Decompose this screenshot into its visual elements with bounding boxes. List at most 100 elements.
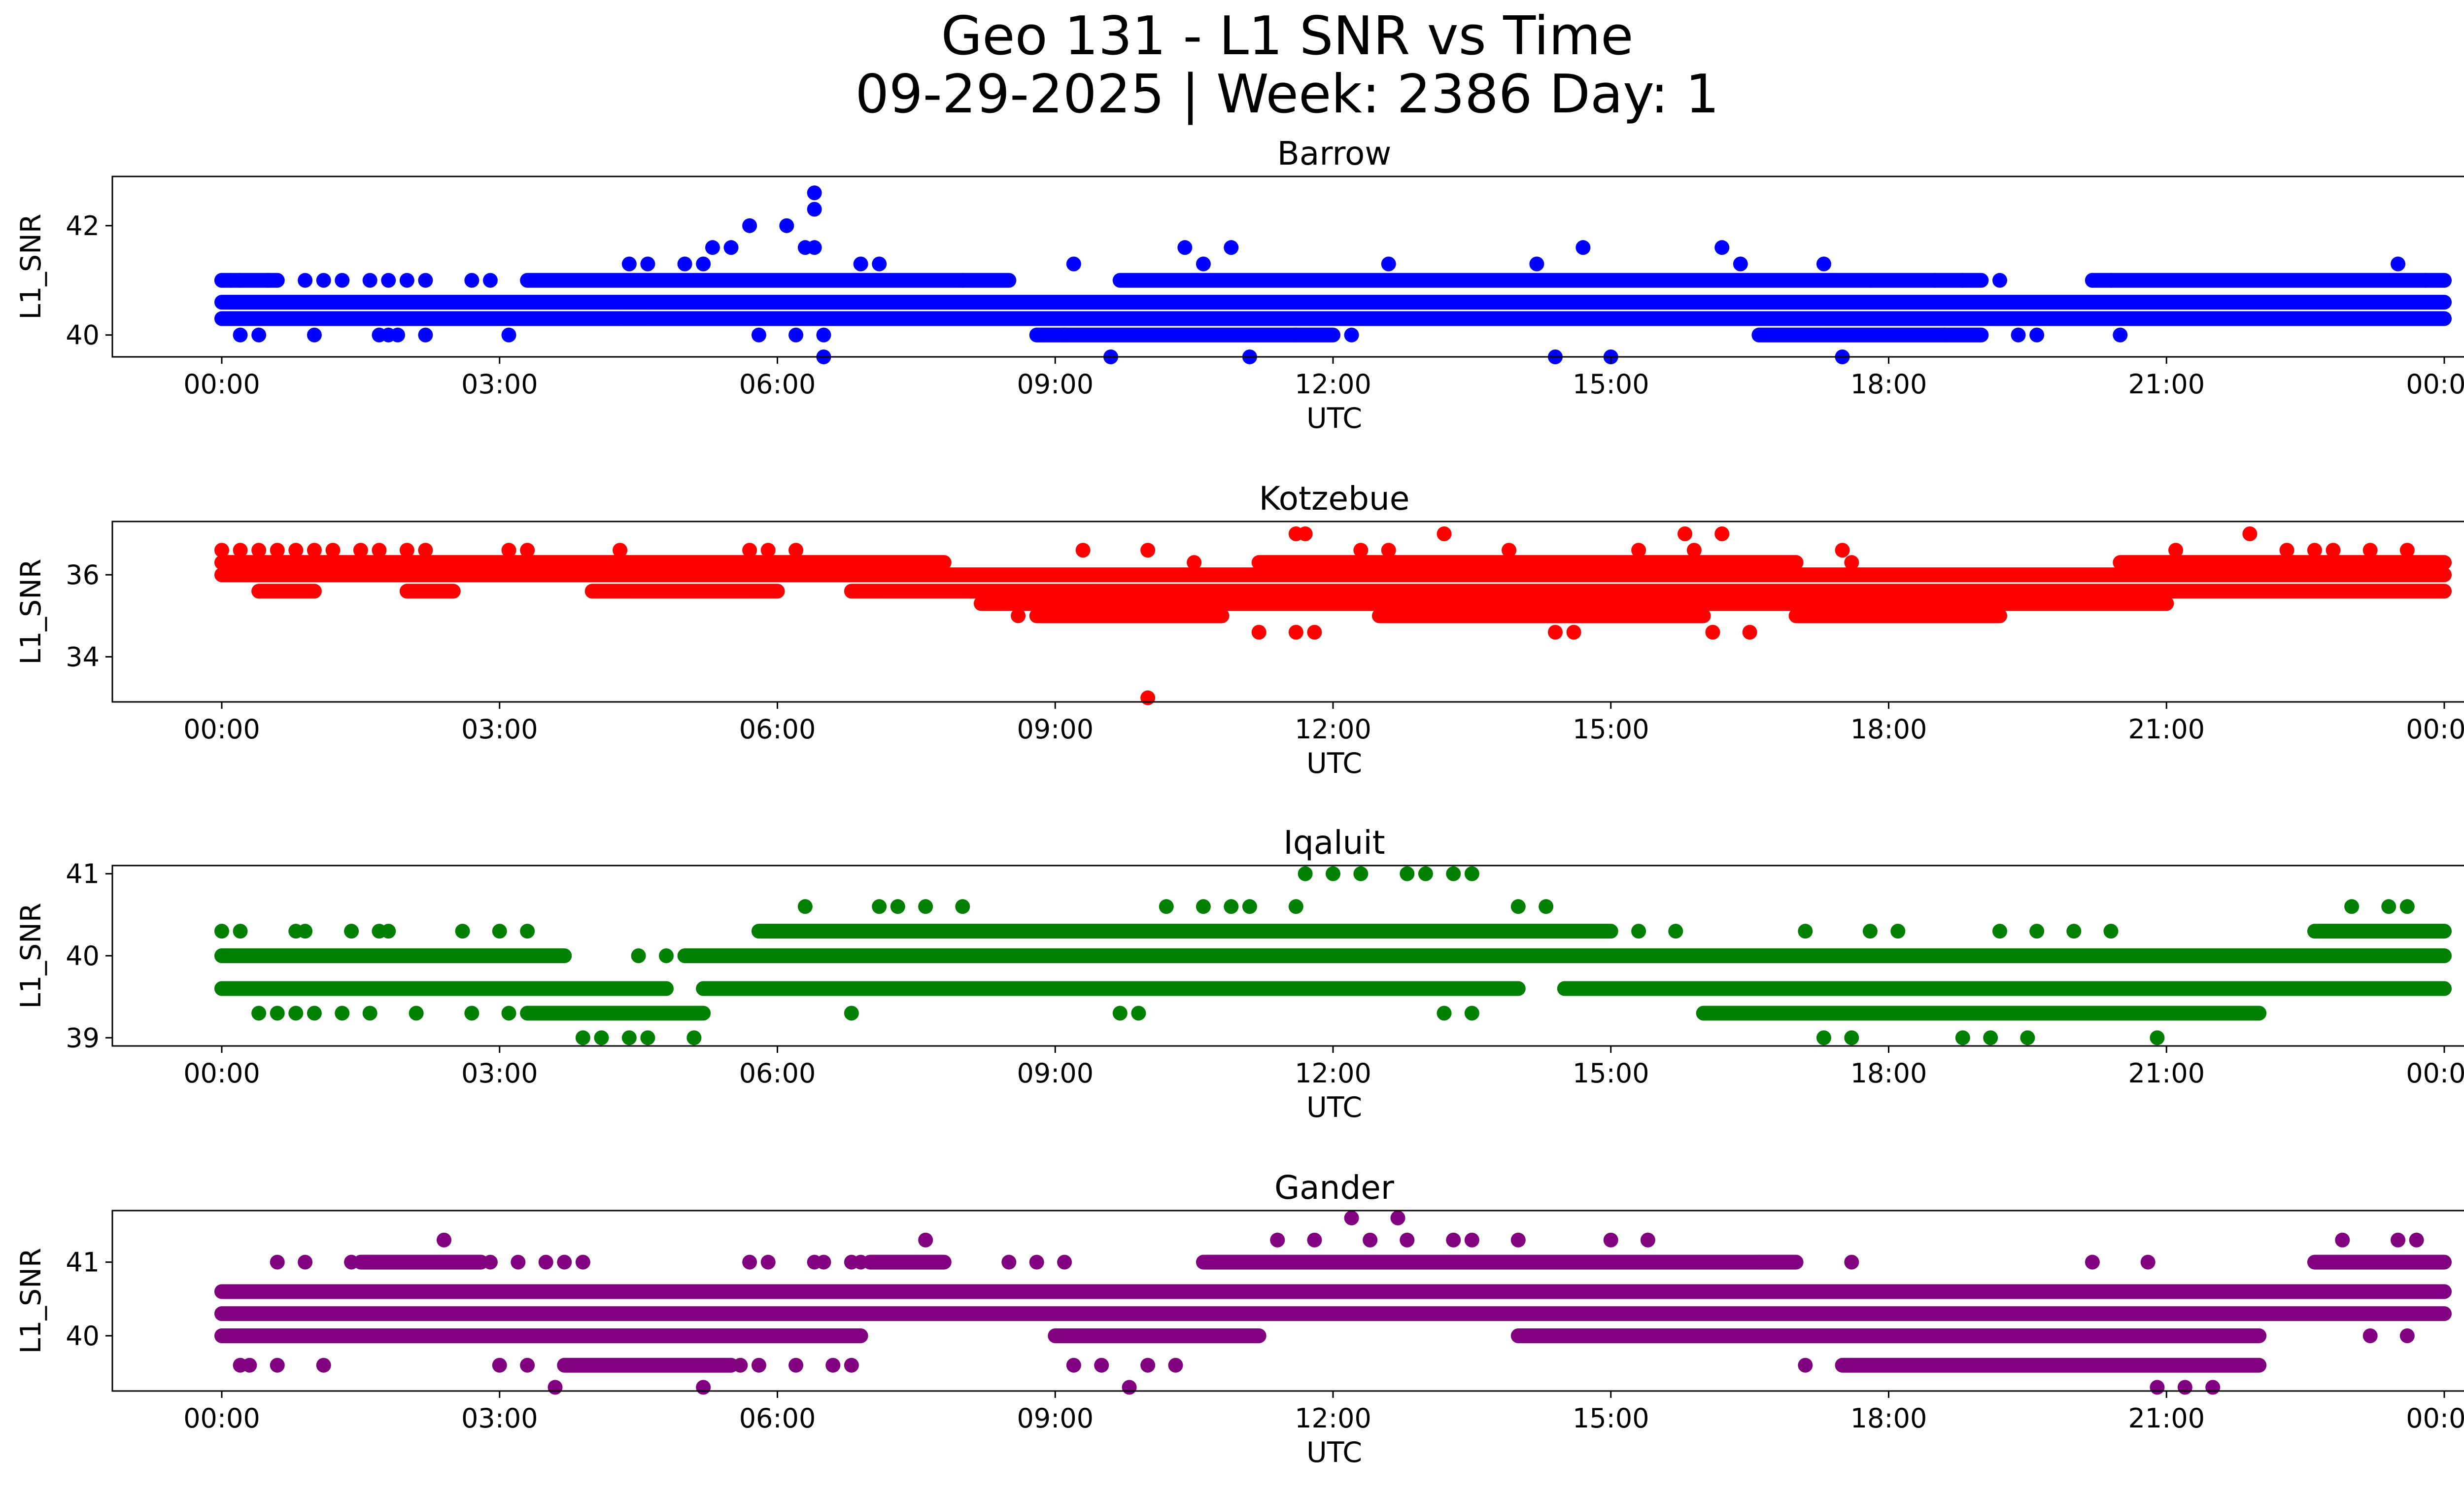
x-tick-label: 03:00 <box>461 1403 538 1434</box>
data-point <box>233 327 248 343</box>
data-point <box>520 1357 535 1373</box>
data-point <box>390 327 406 343</box>
data-point <box>335 1006 350 1021</box>
data-point <box>1075 543 1091 558</box>
data-point <box>1668 924 1683 939</box>
data-band <box>1788 608 2007 624</box>
data-band <box>973 596 2174 611</box>
data-point <box>705 240 720 255</box>
data-series <box>214 1210 2452 1395</box>
data-point <box>270 1357 285 1373</box>
data-point <box>1224 240 1239 255</box>
data-series <box>214 526 2452 705</box>
data-point <box>2242 526 2258 541</box>
data-point <box>2399 1328 2415 1343</box>
data-point <box>575 1254 590 1270</box>
y-tick-label: 39 <box>66 1022 100 1053</box>
x-tick-label: 06:00 <box>739 369 816 400</box>
data-point <box>2150 1030 2165 1045</box>
data-point <box>788 327 804 343</box>
data-band <box>1112 273 1989 288</box>
data-point <box>242 1357 257 1373</box>
data-band <box>1251 555 1804 570</box>
data-point <box>1510 1232 1526 1248</box>
data-point <box>751 1357 766 1373</box>
data-point <box>1714 240 1730 255</box>
data-point <box>251 1006 267 1021</box>
data-band <box>1751 327 1989 343</box>
data-point <box>307 1006 322 1021</box>
data-band <box>1029 608 1230 624</box>
data-point <box>1844 1254 1859 1270</box>
data-band <box>1029 327 1340 343</box>
data-point <box>1575 240 1591 255</box>
y-tick-label: 34 <box>66 642 100 673</box>
data-point <box>353 543 368 558</box>
data-point <box>686 1030 702 1045</box>
data-band <box>520 1006 711 1021</box>
x-tick-label: 12:00 <box>1295 1403 1371 1434</box>
data-point <box>2085 273 2100 288</box>
data-point <box>853 1254 868 1270</box>
data-band <box>1510 1328 2267 1343</box>
data-point <box>788 1357 804 1373</box>
subplot-title: Gander <box>1274 1169 1395 1207</box>
data-point <box>1927 273 1943 288</box>
data-series <box>214 185 2452 364</box>
data-point <box>511 1254 526 1270</box>
x-tick-label: 00:00 <box>183 369 260 400</box>
data-point <box>807 185 822 201</box>
data-point <box>2399 543 2415 558</box>
data-point <box>2381 899 2396 914</box>
plot-frame <box>111 1210 2464 1392</box>
data-band <box>214 567 2452 583</box>
data-point <box>2103 924 2119 939</box>
data-point <box>2418 981 2433 996</box>
data-point <box>1937 327 1952 343</box>
data-point <box>2399 899 2415 914</box>
data-point <box>316 1357 331 1373</box>
data-point <box>1631 924 1646 939</box>
data-point <box>742 1254 757 1270</box>
data-point <box>825 1357 841 1373</box>
x-tick-label: 15:00 <box>1573 714 1649 745</box>
data-point <box>677 256 692 272</box>
data-point <box>1862 924 1878 939</box>
data-point <box>1955 1030 1970 1045</box>
data-point <box>557 1254 572 1270</box>
data-point <box>1288 327 1303 343</box>
y-axis-label: L1_SNR <box>15 214 47 320</box>
x-axis-label: UTC <box>1306 1436 1362 1469</box>
data-band <box>862 1254 952 1270</box>
plot-frame <box>111 521 2464 703</box>
data-point <box>2066 924 2082 939</box>
chart-panel-gander: Gander 00:00 03:00 06:00 09:00 12:00 15:00 18:0… <box>15 1169 2464 1469</box>
data-point <box>1955 273 1970 288</box>
data-point <box>316 273 331 288</box>
data-point <box>1001 1254 1017 1270</box>
x-tick-label: 09:00 <box>1017 714 1094 745</box>
data-point <box>1816 1030 1831 1045</box>
data-point <box>1122 1380 1137 1395</box>
data-point <box>1390 1210 1405 1225</box>
data-point <box>418 543 433 558</box>
data-point <box>2103 273 2119 288</box>
data-point <box>1057 1254 1072 1270</box>
data-point <box>2140 1254 2156 1270</box>
x-tick-label: 15:00 <box>1573 1403 1649 1434</box>
data-point <box>742 218 757 233</box>
data-point <box>399 543 414 558</box>
data-point <box>1140 543 1156 558</box>
data-point <box>260 273 275 288</box>
data-point <box>1502 543 1517 558</box>
data-band <box>214 948 572 963</box>
data-point <box>233 543 248 558</box>
data-point <box>1992 924 2007 939</box>
plot-frame <box>111 175 2464 358</box>
data-band <box>1835 1357 2267 1373</box>
data-point <box>464 1006 479 1021</box>
data-point <box>362 273 377 288</box>
data-point <box>1464 1006 1479 1021</box>
data-point <box>2150 1380 2165 1395</box>
x-tick-label: 00:00 <box>2406 714 2464 745</box>
